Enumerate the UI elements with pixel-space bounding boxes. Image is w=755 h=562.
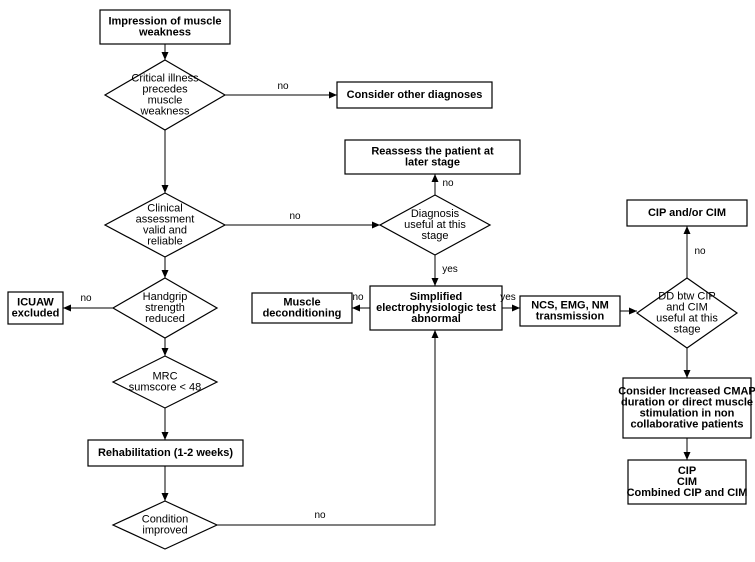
- edge-n18-n10: [217, 330, 435, 525]
- node-label: Combined CIP and CIM: [627, 487, 748, 499]
- node-label: CIP and/or CIM: [648, 207, 726, 219]
- node-label: reliable: [147, 235, 182, 247]
- node-label: reduced: [145, 313, 185, 325]
- edge-label: yes: [442, 264, 458, 275]
- flowchart-canvas: Impression of muscleweaknessCritical ill…: [0, 0, 755, 562]
- node-label: stage: [674, 323, 701, 335]
- node-label: weakness: [138, 26, 191, 38]
- edge-label: no: [442, 178, 454, 189]
- node-label: abnormal: [411, 313, 461, 325]
- node-label: Consider other diagnoses: [347, 89, 483, 101]
- edge-label: no: [289, 211, 301, 222]
- node-label: later stage: [405, 156, 460, 168]
- node-label: stage: [422, 230, 449, 242]
- node-label: excluded: [12, 307, 60, 319]
- node-label: weakness: [140, 105, 190, 117]
- node-label: sumscore < 48: [129, 381, 201, 393]
- edge-label: no: [277, 81, 289, 92]
- edge-label: no: [694, 246, 706, 257]
- edge-label: no: [80, 293, 92, 304]
- node-label: collaborative patients: [630, 418, 743, 430]
- edge-label: no: [314, 510, 326, 521]
- node-label: deconditioning: [263, 307, 342, 319]
- node-label: transmission: [536, 310, 605, 322]
- node-label: improved: [142, 524, 187, 536]
- node-label: Rehabilitation (1-2 weeks): [98, 447, 233, 459]
- edge-label: no: [352, 292, 364, 303]
- edge-label: yes: [500, 292, 516, 303]
